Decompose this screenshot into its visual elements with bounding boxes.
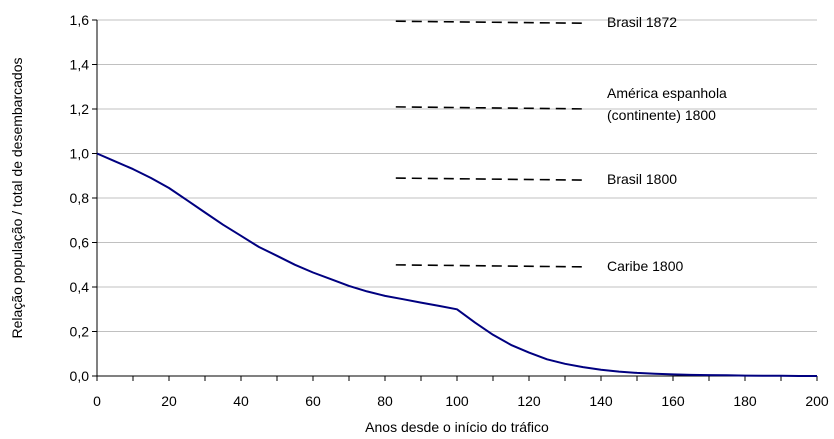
gridlines [97, 19, 817, 332]
reference-label: Brasil 1872 [607, 14, 677, 30]
x-tick-label: 60 [305, 393, 321, 409]
x-tick-label: 200 [805, 393, 829, 409]
x-tick-label: 160 [661, 393, 685, 409]
reference-label: América espanhola [607, 85, 727, 101]
reference-label: (continente) 1800 [607, 107, 716, 123]
x-axis-title: Anos desde o início do tráfico [365, 419, 549, 435]
y-tick-label: 0,0 [70, 368, 90, 384]
x-tick-label: 140 [589, 393, 613, 409]
y-tick-label: 1,0 [70, 146, 90, 162]
y-tick-label: 1,2 [70, 101, 90, 117]
x-tick-label: 0 [93, 393, 101, 409]
reference-lines: Brasil 1872 América espanhola (continente)… [395, 14, 727, 274]
y-tick-label: 0,8 [70, 190, 90, 206]
y-tick-label: 1,4 [70, 57, 90, 73]
reference-label: Brasil 1800 [607, 171, 677, 187]
x-ticks: 0 20 40 60 80 100 120 140 160 180 200 [93, 376, 829, 409]
y-tick-label: 0,6 [70, 235, 90, 251]
series-line [96, 152, 817, 377]
x-tick-label: 20 [161, 393, 177, 409]
x-tick-label: 180 [733, 393, 757, 409]
reference-line [395, 20, 584, 25]
y-tick-label: 0,4 [70, 279, 90, 295]
series [96, 152, 817, 377]
x-tick-label: 80 [377, 393, 393, 409]
x-tick-label: 100 [445, 393, 469, 409]
y-ticks: 0,0 0,2 0,4 0,6 0,8 1,0 1,2 1,4 1,6 [70, 12, 97, 384]
y-tick-label: 0,2 [70, 324, 90, 340]
x-tick-label: 40 [233, 393, 249, 409]
y-axis-title: Relação população / total de desembarcad… [9, 58, 25, 339]
reference-line [395, 264, 584, 268]
x-tick-label: 120 [517, 393, 541, 409]
y-tick-label: 1,6 [70, 12, 90, 28]
reference-label: Caribe 1800 [607, 258, 683, 274]
reference-line [395, 177, 584, 181]
